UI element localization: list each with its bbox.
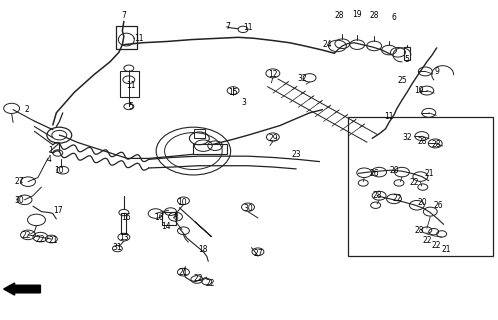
Bar	[194, 129, 205, 138]
Text: 28: 28	[335, 11, 344, 20]
Text: 30: 30	[14, 196, 24, 205]
Text: 3: 3	[242, 98, 247, 107]
Text: 28: 28	[373, 191, 382, 200]
Text: 27: 27	[253, 249, 263, 258]
Text: 28: 28	[432, 140, 441, 149]
Text: 6: 6	[391, 13, 396, 22]
Bar	[162, 212, 176, 225]
Text: 22: 22	[36, 235, 45, 244]
Text: 26: 26	[370, 169, 379, 178]
Text: 16: 16	[121, 213, 130, 222]
Text: 5: 5	[128, 102, 133, 111]
Text: 21: 21	[48, 236, 58, 245]
Text: 8: 8	[173, 213, 178, 222]
Text: 7: 7	[122, 12, 126, 20]
Text: 10: 10	[54, 166, 64, 175]
Text: 22: 22	[206, 279, 215, 288]
Bar	[193, 144, 227, 154]
Text: 25: 25	[397, 76, 407, 85]
Text: 31: 31	[113, 243, 122, 252]
Text: 27: 27	[15, 177, 24, 186]
Text: 21: 21	[424, 169, 434, 178]
Text: 11: 11	[126, 81, 135, 90]
Text: 17: 17	[53, 206, 63, 215]
Bar	[348, 117, 494, 256]
Text: 16: 16	[154, 213, 163, 222]
Text: 32: 32	[402, 132, 412, 141]
Text: 26: 26	[434, 201, 444, 210]
Text: 1: 1	[48, 146, 53, 155]
Text: 28: 28	[417, 137, 427, 146]
Text: 4: 4	[47, 155, 52, 164]
Text: 22: 22	[22, 231, 31, 240]
Text: 20: 20	[389, 166, 399, 175]
Text: 13: 13	[119, 233, 128, 242]
Text: 10: 10	[177, 197, 187, 206]
Text: 22: 22	[392, 194, 402, 204]
Text: 21: 21	[179, 268, 188, 277]
Text: 24: 24	[323, 40, 332, 49]
Text: 23: 23	[291, 150, 301, 159]
Text: 11: 11	[243, 23, 253, 32]
FancyArrow shape	[3, 283, 40, 295]
Text: 32: 32	[298, 74, 307, 83]
Text: 28: 28	[370, 12, 379, 20]
Text: 30: 30	[243, 204, 253, 213]
Text: 19: 19	[353, 10, 362, 19]
Text: 12: 12	[268, 70, 277, 79]
Text: 15: 15	[228, 88, 238, 97]
Bar	[121, 213, 126, 234]
Text: 2: 2	[24, 105, 29, 114]
Text: FR.: FR.	[46, 284, 63, 293]
Text: 18: 18	[199, 245, 208, 254]
Text: 20: 20	[417, 197, 427, 206]
Text: 7: 7	[226, 22, 231, 31]
Text: 11: 11	[134, 34, 143, 43]
Text: 22: 22	[422, 236, 432, 245]
Text: 19: 19	[414, 86, 424, 95]
Text: 9: 9	[434, 67, 439, 76]
Bar	[404, 47, 410, 60]
Text: 22: 22	[194, 274, 203, 283]
Text: 22: 22	[409, 179, 419, 188]
Text: 5: 5	[404, 55, 409, 64]
Text: 29: 29	[268, 134, 278, 143]
Text: 21: 21	[442, 245, 451, 254]
Text: 28: 28	[414, 226, 424, 235]
Text: 22: 22	[432, 241, 441, 250]
Bar	[120, 71, 139, 97]
Text: 11: 11	[384, 112, 394, 121]
Text: 14: 14	[161, 222, 170, 231]
Bar	[116, 26, 137, 49]
